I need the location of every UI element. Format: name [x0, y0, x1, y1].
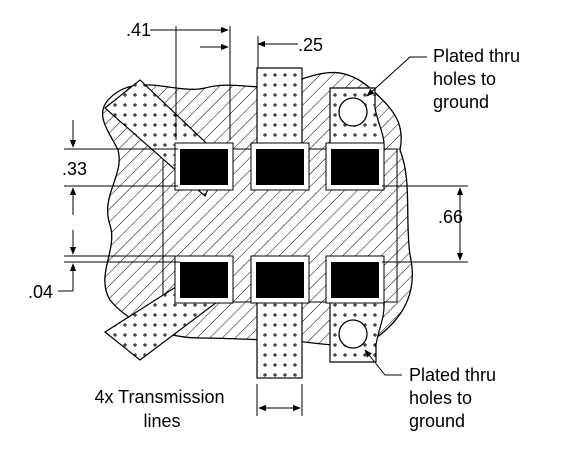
dimension-stub-width [257, 36, 298, 68]
label-vias-bottom: Plated thru holes to ground [409, 365, 501, 431]
leader-top-via [366, 56, 427, 97]
pad-bottom-1 [180, 262, 228, 298]
label-vias-top: Plated thru holes to ground [433, 46, 525, 112]
dimension-gap [58, 230, 180, 292]
pad-top-1 [180, 149, 228, 185]
pad-bottom-3 [331, 262, 379, 298]
dimension-row-spacing-label: .66 [438, 207, 463, 227]
transmission-line-top [256, 67, 303, 149]
via-hole-bottom [338, 319, 368, 349]
dimension-row-spacing [382, 185, 468, 263]
dimension-pitch [150, 26, 231, 140]
dimension-pad-height [64, 120, 178, 215]
pad-bottom-2 [256, 262, 304, 298]
dimension-gap-label: .04 [28, 282, 53, 302]
transmission-line-bottom [256, 299, 303, 379]
dimension-stub-width-label: .25 [298, 35, 323, 55]
dimension-pitch-label: .41 [126, 20, 151, 40]
pad-top-3 [331, 149, 379, 185]
leader-bottom-via [364, 349, 402, 376]
dimension-pad-height-label: .33 [62, 159, 87, 179]
label-transmission-lines: 4x Transmission lines [94, 387, 229, 431]
via-hole-top [338, 97, 368, 127]
pad-top-2 [256, 149, 304, 185]
dimension-transmission-line [256, 384, 303, 416]
